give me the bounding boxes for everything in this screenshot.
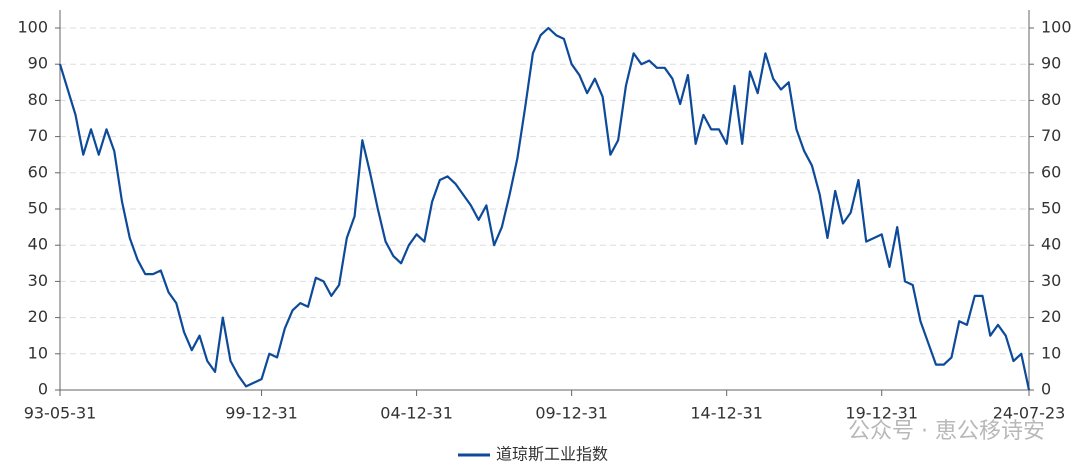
y-tick-label: 30 (28, 271, 48, 290)
y2-tick-label: 60 (1041, 162, 1061, 181)
x-tick-label: 14-12-31 (690, 404, 763, 423)
y-tick-label: 20 (28, 307, 48, 326)
legend-label: 道琼斯工业指数 (496, 445, 608, 464)
x-tick-label: 04-12-31 (380, 404, 453, 423)
y2-tick-label: 70 (1041, 126, 1061, 145)
y-tick-label: 90 (28, 54, 48, 73)
x-tick-label: 09-12-31 (535, 404, 608, 423)
x-tick-label: 24-07-23 (993, 404, 1066, 423)
y-tick-label: 0 (38, 380, 48, 399)
y-tick-label: 50 (28, 199, 48, 218)
y-tick-label: 100 (17, 18, 48, 37)
y2-tick-label: 40 (1041, 235, 1061, 254)
y2-tick-label: 10 (1041, 343, 1061, 362)
x-tick-label: 99-12-31 (225, 404, 298, 423)
y-tick-label: 70 (28, 126, 48, 145)
y-tick-label: 40 (28, 235, 48, 254)
y2-tick-label: 30 (1041, 271, 1061, 290)
y-tick-label: 10 (28, 343, 48, 362)
x-tick-label: 93-05-31 (24, 404, 97, 423)
x-tick-label: 19-12-31 (845, 404, 918, 423)
y2-tick-label: 50 (1041, 199, 1061, 218)
line (58, 26, 1031, 391)
y-tick-label: 80 (28, 90, 48, 109)
watermark: 公众号 · 恵公移诗安 (848, 419, 1045, 444)
y-tick-label: 60 (28, 162, 48, 181)
y2-tick-label: 80 (1041, 90, 1061, 109)
y2-tick-label: 0 (1041, 380, 1051, 399)
y2-tick-label: 90 (1041, 54, 1061, 73)
y2-tick-label: 20 (1041, 307, 1061, 326)
y2-tick-label: 100 (1041, 18, 1072, 37)
